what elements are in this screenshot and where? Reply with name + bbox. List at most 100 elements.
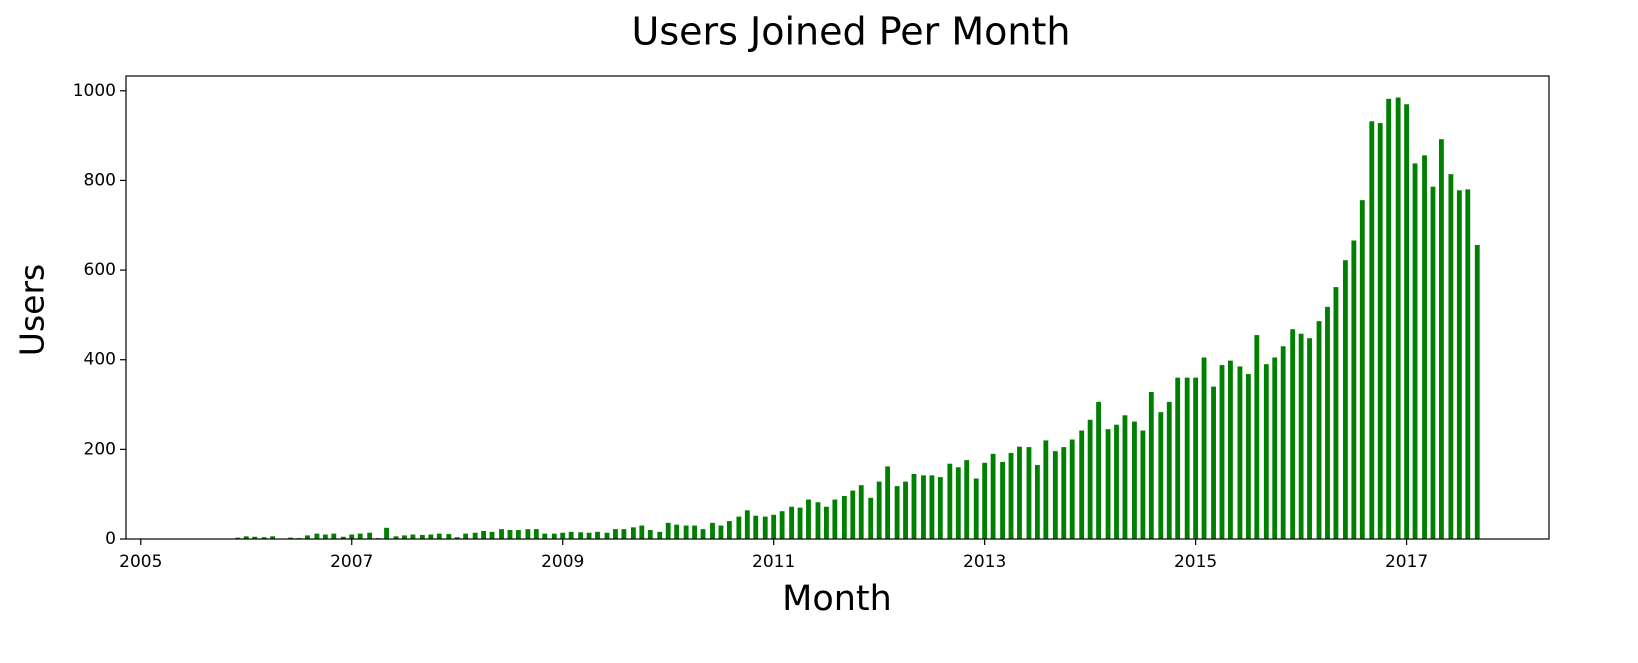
- bar: [789, 506, 795, 539]
- bar: [1219, 365, 1225, 539]
- bar: [1034, 465, 1040, 539]
- bar: [595, 531, 600, 539]
- plot-frame: [125, 75, 1550, 540]
- bar: [1087, 419, 1093, 539]
- bar: [1079, 430, 1085, 539]
- bar: [235, 537, 241, 539]
- bar: [858, 485, 864, 539]
- bar: [1211, 386, 1216, 539]
- x-tick-label: 2007: [330, 552, 373, 572]
- bar: [586, 532, 592, 539]
- bar: [990, 453, 996, 539]
- bar: [1272, 357, 1278, 539]
- bar: [947, 463, 953, 539]
- x-tick-label: 2015: [1174, 552, 1217, 572]
- bar: [1290, 329, 1296, 539]
- bar: [489, 531, 495, 539]
- bar: [1474, 244, 1480, 539]
- chart-title: Users Joined Per Month: [632, 10, 1071, 54]
- bar: [1359, 200, 1365, 539]
- x-tick-label: 2017: [1385, 552, 1428, 572]
- bar: [1377, 123, 1383, 540]
- bar: [1158, 412, 1164, 539]
- bar: [472, 532, 478, 539]
- bar: [463, 533, 469, 539]
- bar: [841, 495, 847, 539]
- bar: [1052, 451, 1058, 539]
- bar: [753, 515, 759, 539]
- bar: [1369, 121, 1375, 540]
- bar: [384, 527, 389, 539]
- bar: [779, 511, 785, 539]
- bar: [1201, 357, 1207, 539]
- bar: [1333, 287, 1339, 539]
- bar: [726, 521, 732, 539]
- y-axis-label: Users: [13, 264, 52, 356]
- bar: [911, 474, 917, 539]
- bar: [982, 462, 988, 539]
- bar: [357, 533, 363, 539]
- bar: [252, 536, 258, 539]
- bar: [542, 533, 548, 539]
- bar: [314, 533, 320, 539]
- bar: [270, 536, 276, 539]
- bar: [1132, 421, 1137, 539]
- bar: [1404, 104, 1410, 539]
- bar: [533, 529, 539, 539]
- bar: [1228, 360, 1233, 539]
- bar: [744, 510, 750, 539]
- bar: [1237, 366, 1243, 539]
- bar: [868, 497, 874, 539]
- bar: [1298, 333, 1304, 539]
- bar: [1069, 439, 1075, 539]
- bar: [1325, 306, 1330, 539]
- bar: [771, 514, 777, 539]
- bar: [1342, 260, 1348, 539]
- bar: [1263, 364, 1269, 539]
- bar: [613, 529, 618, 539]
- bar: [657, 531, 663, 539]
- bar: [1316, 321, 1322, 539]
- x-tick-label: 2005: [119, 552, 162, 572]
- bar: [647, 530, 653, 539]
- bar: [921, 475, 926, 539]
- bar: [1184, 377, 1190, 539]
- bar: [525, 529, 531, 539]
- bar: [806, 499, 811, 539]
- bar: [1430, 186, 1436, 539]
- bar: [665, 522, 671, 539]
- y-tick-label: 1000: [73, 81, 116, 101]
- bar: [736, 516, 742, 539]
- bar: [1412, 163, 1418, 540]
- bar: [499, 529, 504, 539]
- bar: [428, 534, 434, 539]
- bar: [578, 532, 584, 539]
- bar: [937, 477, 943, 539]
- bar: [885, 466, 891, 539]
- bar: [551, 533, 557, 539]
- bar: [305, 535, 310, 539]
- bar: [560, 532, 566, 539]
- bar: [762, 516, 768, 539]
- bar: [894, 486, 900, 539]
- bar: [1096, 401, 1101, 539]
- bar: [903, 481, 908, 539]
- bar: [1456, 190, 1462, 539]
- bar: [973, 478, 979, 539]
- bar: [1105, 429, 1111, 539]
- bar: [1114, 424, 1119, 539]
- bar: [331, 533, 337, 539]
- bar: [1175, 377, 1181, 539]
- bar: [349, 534, 355, 539]
- bar: [1026, 447, 1032, 539]
- bar: [1395, 97, 1401, 539]
- bar: [1193, 377, 1199, 539]
- bar: [824, 506, 829, 539]
- bar: [604, 532, 610, 539]
- bar: [964, 460, 970, 539]
- bar: [1166, 401, 1172, 539]
- bar: [393, 536, 399, 539]
- bar: [288, 537, 293, 539]
- bar: [1140, 430, 1146, 539]
